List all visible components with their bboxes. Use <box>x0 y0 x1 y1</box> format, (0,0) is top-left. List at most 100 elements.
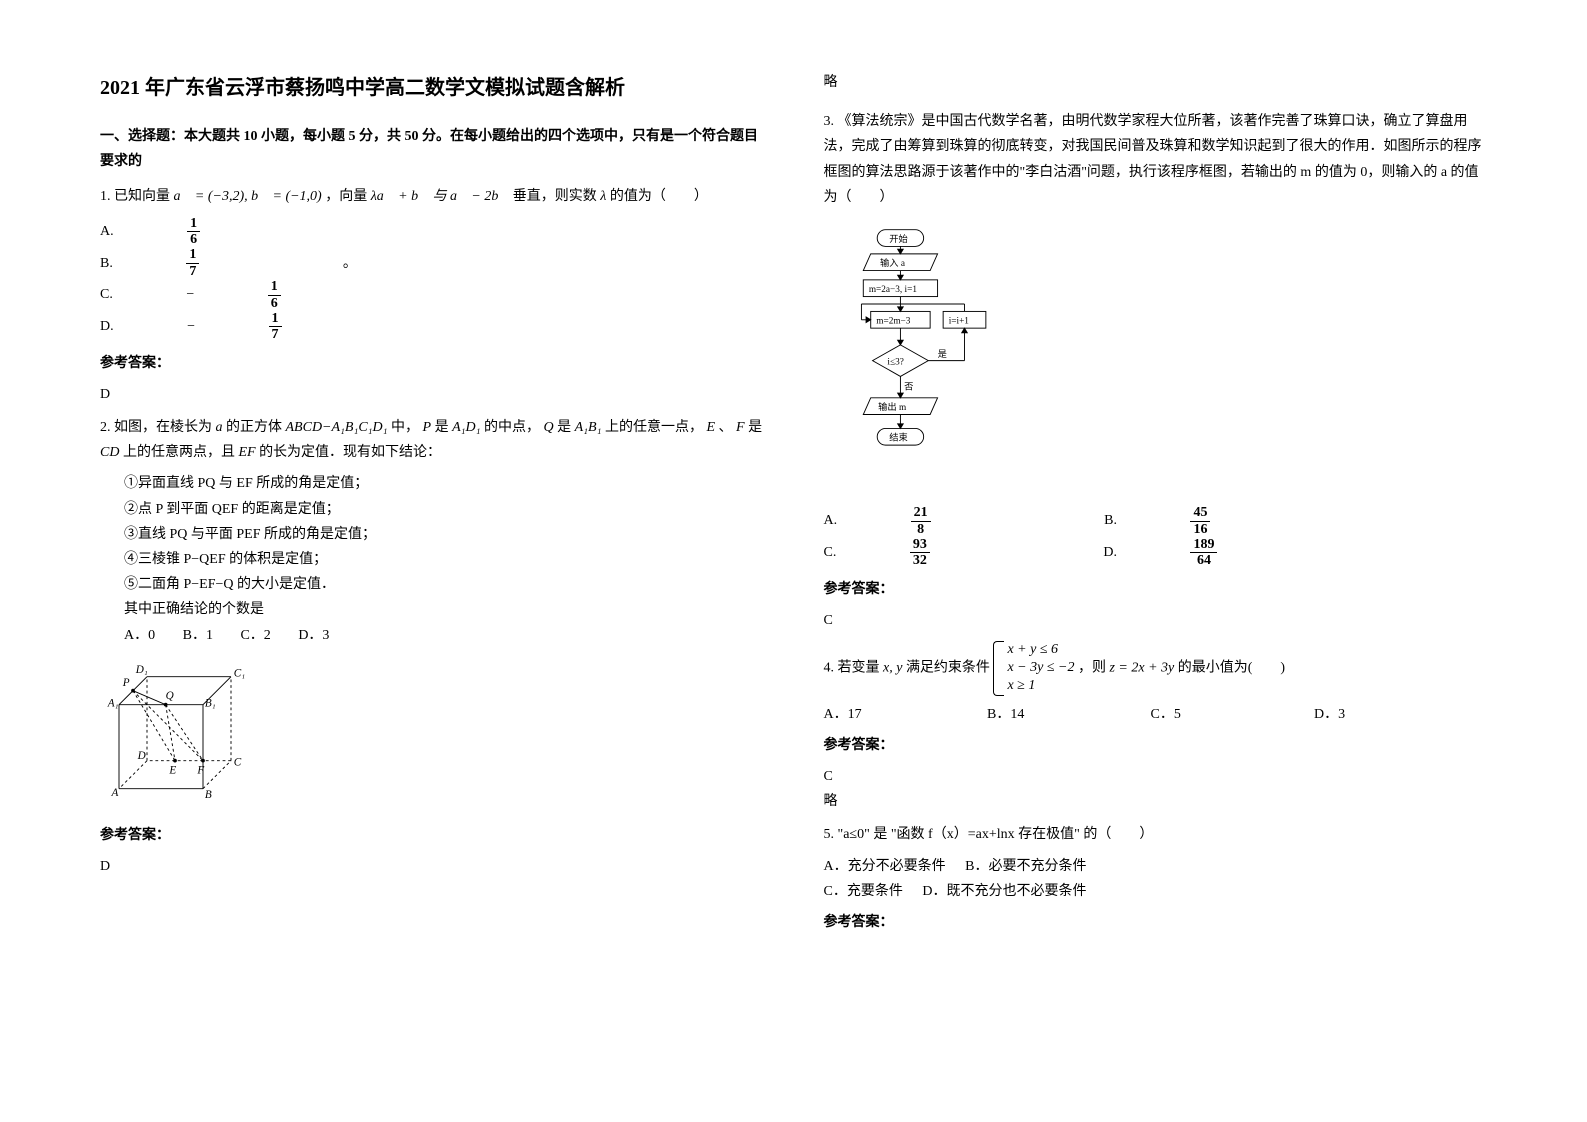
cube-diagram: A B C D A₁ B₁ C₁ D₁ P Q E F <box>100 658 250 798</box>
svg-text:输入 a: 输入 a <box>880 257 905 269</box>
q1-frac-c: 16 <box>268 279 351 311</box>
q5-options-row1: A．充分不必要条件 B．必要不充分条件 <box>824 854 1488 879</box>
svg-text:m=2a−3, i=1: m=2a−3, i=1 <box>868 285 916 295</box>
q1-opt-c-label: C. <box>100 282 113 307</box>
svg-text:D: D <box>137 750 146 762</box>
q2-opt-a: A．0 <box>124 628 155 643</box>
svg-text:E: E <box>168 764 176 776</box>
q1-opt-d: D. − 17 <box>100 311 422 343</box>
q4-opt-b: B．14 <box>987 702 1147 727</box>
q3-opt-a: A. 218 <box>824 505 1071 537</box>
q2-cube: ABCD−A₁B₁C₁D₁ <box>286 420 388 435</box>
svg-text:是: 是 <box>937 349 946 360</box>
q3-frac-c: 9332 <box>910 537 1000 569</box>
q2-t-f: 是 <box>557 420 575 435</box>
q5-opt-c: C．充要条件 <box>824 884 903 899</box>
q2-t-b: 的正方体 <box>226 420 286 435</box>
q2-t-g: 上的任意一点， <box>605 420 703 435</box>
q2-t-k: 的长为定值．现有如下结论： <box>259 445 441 460</box>
svg-text:B: B <box>205 789 212 798</box>
q2-answer-label: 参考答案： <box>100 823 764 848</box>
question-2: 2. 如图，在棱长为 a 的正方体 ABCD−A₁B₁C₁D₁ 中， P 是 A… <box>100 415 764 879</box>
q2-ab1: A₁B₁ <box>575 420 602 435</box>
question-1: 1. 已知向量 a⃗ = (−3,2), b⃗ = (−1,0) ，向量 λa⃗… <box>100 184 764 407</box>
q1-opt-b-dot: 。 <box>343 251 357 276</box>
q2-options: A．0 B．1 C．2 D．3 <box>100 623 764 648</box>
omit-top: 略 <box>824 70 1488 95</box>
q3-opt-a-label: A. <box>824 508 838 533</box>
q1-expr: λa⃗ + b⃗ 与 a⃗ − 2b⃗ <box>371 189 510 204</box>
question-3: 3. 《算法统宗》是中国古代数学名著，由明代数学家程大位所著，该著作完善了珠算口… <box>824 109 1488 633</box>
svg-text:否: 否 <box>904 381 913 392</box>
q2-ad1: A₁D₁ <box>452 420 480 435</box>
q3-opt-d: D. 18964 <box>1103 537 1357 569</box>
q1-opt-c: C. − 16 <box>100 279 421 311</box>
q4-system: x + y ≤ 6 x − 3y ≤ −2 x ≥ 1 <box>993 641 1074 696</box>
q2-opt-c: C．2 <box>240 628 270 643</box>
q2-opt-b: B．1 <box>183 628 213 643</box>
q3-options: A. 218 B. 4516 C. 9332 D. 18964 <box>824 505 1488 569</box>
q1-opt-b-label: B. <box>100 251 113 276</box>
q2-t-e: 的中点， <box>484 420 540 435</box>
q2-claim-5: ⑤二面角 P−EF−Q 的大小是定值． <box>100 572 764 597</box>
svg-text:C: C <box>234 756 242 768</box>
q3-frac-b: 4516 <box>1190 505 1280 537</box>
svg-text:Q: Q <box>166 690 174 702</box>
svg-text:i≤3?: i≤3? <box>887 357 903 367</box>
q3-stem: 3. 《算法统宗》是中国古代数学名著，由明代数学家程大位所著，该著作完善了珠算口… <box>824 109 1488 210</box>
q2-t-j: 上的任意两点，且 <box>123 445 239 460</box>
page-title: 2021 年广东省云浮市蔡扬鸣中学高二数学文模拟试题含解析 <box>100 70 764 106</box>
q4-stem: 4. 若变量 x, y 满足约束条件 x + y ≤ 6 x − 3y ≤ −2… <box>824 641 1488 696</box>
q3-opt-b-label: B. <box>1104 508 1117 533</box>
q4-omit: 略 <box>824 789 1488 814</box>
q1-answer: D <box>100 382 764 407</box>
q2-answer: D <box>100 854 764 879</box>
q2-cd: CD <box>100 445 119 460</box>
q4-z: z = 2x + 3y <box>1109 661 1174 676</box>
q5-answer-label: 参考答案： <box>824 910 1488 935</box>
q2-stem: 2. 如图，在棱长为 a 的正方体 ABCD−A₁B₁C₁D₁ 中， P 是 A… <box>100 415 764 465</box>
q4-t-b: 满足约束条件 <box>906 661 990 676</box>
q3-opt-b: B. 4516 <box>1104 505 1350 537</box>
q1-text-d: 的值为（ ） <box>610 189 708 204</box>
q1-options: A. 16 B. 17 。 C. − 16 D. − 17 <box>100 216 764 343</box>
q4-t-d: 的最小值为( ) <box>1178 661 1285 676</box>
svg-text:D₁: D₁ <box>135 664 148 676</box>
q1-frac-d: 17 <box>269 311 352 343</box>
svg-text:输出 m: 输出 m <box>878 401 907 413</box>
q1-lambda: λ <box>600 189 606 204</box>
q2-claim-3: ③直线 PQ 与平面 PEF 所成的角是定值； <box>100 522 764 547</box>
svg-text:A₁: A₁ <box>107 697 119 709</box>
q4-t-a: 4. 若变量 <box>824 661 884 676</box>
q2-t-a: 2. 如图，在棱长为 <box>100 420 216 435</box>
q2-claim-4: ④三棱锥 P−QEF 的体积是定值； <box>100 547 764 572</box>
q5-options-row2: C．充要条件 D．既不充分也不必要条件 <box>824 879 1488 904</box>
q4-opt-d: D．3 <box>1314 702 1345 727</box>
q4-options: A．17 B．14 C．5 D．3 <box>824 702 1488 727</box>
q1-answer-label: 参考答案： <box>100 351 764 376</box>
q2-e: E <box>706 420 715 435</box>
q4-opt-a: A．17 <box>824 702 984 727</box>
q4-answer-label: 参考答案： <box>824 733 1488 758</box>
q2-ef: EF <box>238 445 255 460</box>
q3-opt-c-label: C. <box>824 540 837 565</box>
q4-xy: x, y <box>883 661 902 676</box>
q1-frac-b: 17 <box>186 247 269 279</box>
q4-opt-c: C．5 <box>1151 702 1311 727</box>
q2-claim-1: ①异面直线 PQ 与 EF 所成的角是定值； <box>100 471 764 496</box>
q3-frac-d: 18964 <box>1190 537 1287 569</box>
q3-answer: C <box>824 608 1488 633</box>
svg-text:P: P <box>122 677 130 689</box>
q5-stem: 5. "a≤0" 是 "函数 f（x）=ax+lnx 存在极值" 的（ ） <box>824 822 1488 847</box>
question-5: 5. "a≤0" 是 "函数 f（x）=ax+lnx 存在极值" 的（ ） A．… <box>824 822 1488 935</box>
q2-t-c: 中， <box>391 420 419 435</box>
q1-stem: 1. 已知向量 a⃗ = (−3,2), b⃗ = (−1,0) ，向量 λa⃗… <box>100 184 764 209</box>
q1-text-c: 垂直，则实数 <box>513 189 601 204</box>
q1-opt-b: B. 17 。 <box>100 247 427 279</box>
page: 2021 年广东省云浮市蔡扬鸣中学高二数学文模拟试题含解析 一、选择题：本大题共… <box>0 0 1587 983</box>
q3-opt-c: C. 9332 <box>824 537 1070 569</box>
q2-a: a <box>216 420 223 435</box>
q4-constraint-1: x + y ≤ 6 <box>1007 641 1074 659</box>
q1-vectors: a⃗ = (−3,2), b⃗ = (−1,0) <box>174 189 322 204</box>
right-column: 略 3. 《算法统宗》是中国古代数学名著，由明代数学家程大位所著，该著作完善了珠… <box>824 70 1488 943</box>
